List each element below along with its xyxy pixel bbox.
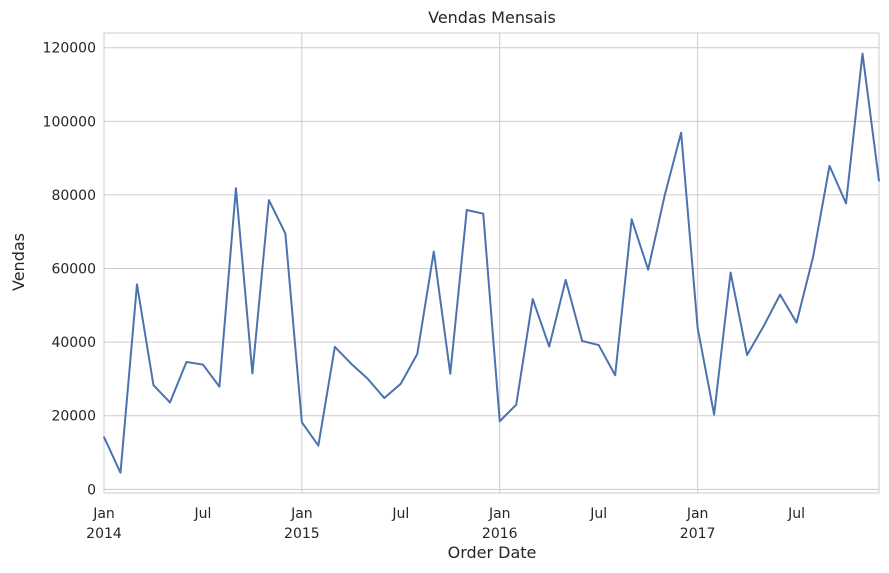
data-point: [696, 326, 699, 329]
data-point: [680, 131, 682, 134]
data-point: [581, 340, 583, 342]
data-point: [268, 199, 270, 201]
x-axis-label: Order Date: [448, 543, 537, 562]
data-point: [795, 321, 798, 324]
data-point: [729, 271, 732, 274]
x-tick-label: Jul: [787, 506, 805, 522]
data-point: [317, 444, 320, 447]
data-point: [762, 325, 765, 328]
data-point: [746, 354, 748, 356]
data-point: [449, 372, 452, 375]
y-tick-labels: 0 20000 40000 60000 80000 100000 120000: [43, 41, 96, 499]
data-point: [845, 202, 847, 205]
data-point: [779, 293, 781, 296]
y-tick-label: 60000: [51, 262, 96, 278]
plot-frame: [103, 32, 880, 494]
x-tick-year-label: 2017: [680, 526, 716, 542]
data-point: [482, 212, 485, 215]
data-point: [152, 384, 155, 386]
data-point: [136, 283, 138, 286]
data-point: [614, 374, 616, 377]
data-point: [301, 421, 303, 424]
data-point: [878, 180, 880, 182]
data-point: [416, 353, 419, 355]
data-point: [663, 194, 666, 197]
data-point: [350, 363, 353, 365]
y-tick-label: 0: [87, 482, 96, 498]
x-tick-labels: Jan 2014 Jul Jan 2015 Jul Jan 2016 Jul Jan 2017 Jul: [86, 506, 805, 542]
data-point: [465, 209, 468, 211]
data-point: [647, 268, 649, 271]
y-tick-label: 120000: [43, 41, 96, 57]
x-tick-label: Jan: [686, 506, 709, 522]
data-point: [812, 256, 814, 258]
data-point: [432, 250, 435, 253]
y-tick-label: 80000: [51, 188, 96, 204]
data-point: [169, 401, 171, 404]
chart-title: Vendas Mensais: [428, 8, 556, 27]
x-tick-label: Jan: [290, 506, 313, 522]
data-point: [531, 298, 534, 300]
data-point: [713, 413, 715, 416]
data-point: [202, 363, 204, 366]
data-point: [548, 345, 551, 348]
x-tick-year-label: 2016: [482, 526, 518, 542]
data-point: [630, 218, 633, 221]
data-point: [235, 187, 237, 190]
x-tick-label: Jan: [488, 506, 511, 522]
series-lines: [103, 52, 880, 474]
data-point: [861, 52, 864, 55]
data-point: [218, 385, 221, 388]
data-point: [597, 344, 600, 346]
data-point: [119, 471, 122, 474]
data-point: [383, 397, 386, 399]
x-tick-label: Jul: [193, 506, 211, 522]
data-point: [103, 436, 105, 438]
y-tick-label: 100000: [43, 114, 96, 130]
data-point: [498, 420, 501, 423]
x-tick-year-label: 2015: [284, 526, 320, 542]
data-point: [251, 372, 254, 375]
data-point: [284, 232, 287, 235]
x-tick-label: Jan: [92, 506, 115, 522]
series-line: [103, 52, 880, 474]
data-point: [185, 361, 188, 363]
x-tick-label: Jul: [589, 506, 607, 522]
data-point: [367, 378, 369, 380]
x-tick-year-label: 2014: [86, 526, 122, 542]
data-point: [515, 403, 518, 406]
y-tick-label: 20000: [51, 409, 96, 425]
data-point: [828, 165, 831, 167]
y-tick-label: 40000: [51, 335, 96, 351]
data-point: [400, 382, 402, 385]
data-point: [334, 346, 336, 348]
x-tick-label: Jul: [391, 506, 409, 522]
y-axis-label: Vendas: [9, 233, 28, 291]
data-point: [564, 279, 567, 281]
grid: [103, 32, 880, 494]
